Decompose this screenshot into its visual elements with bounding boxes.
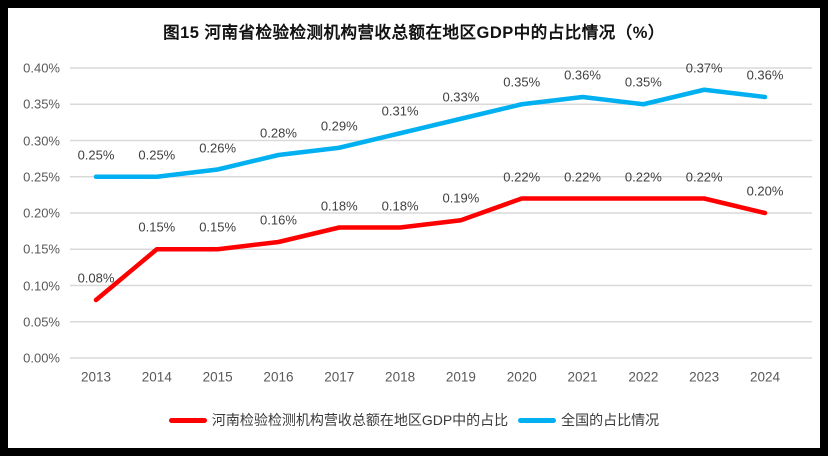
legend: 河南检验检测机构营收总额在地区GDP中的占比 全国的占比情况	[8, 410, 820, 430]
series-line-henan	[93, 196, 768, 303]
legend-line-icon-henan	[168, 417, 207, 423]
chart-title: 图15 河南省检验检测机构营收总额在地区GDP中的占比情况（%）	[163, 24, 665, 42]
series-line-national	[93, 87, 768, 179]
legend-label-henan: 河南检验检测机构营收总额在地区GDP中的占比	[211, 412, 509, 428]
legend-item-henan: 河南检验检测机构营收总额在地区GDP中的占比	[168, 410, 509, 430]
plot-area	[70, 67, 812, 359]
legend-label-national: 全国的占比情况	[561, 412, 660, 428]
legend-item-national: 全国的占比情况	[518, 410, 659, 430]
legend-line-icon-national	[518, 417, 557, 423]
